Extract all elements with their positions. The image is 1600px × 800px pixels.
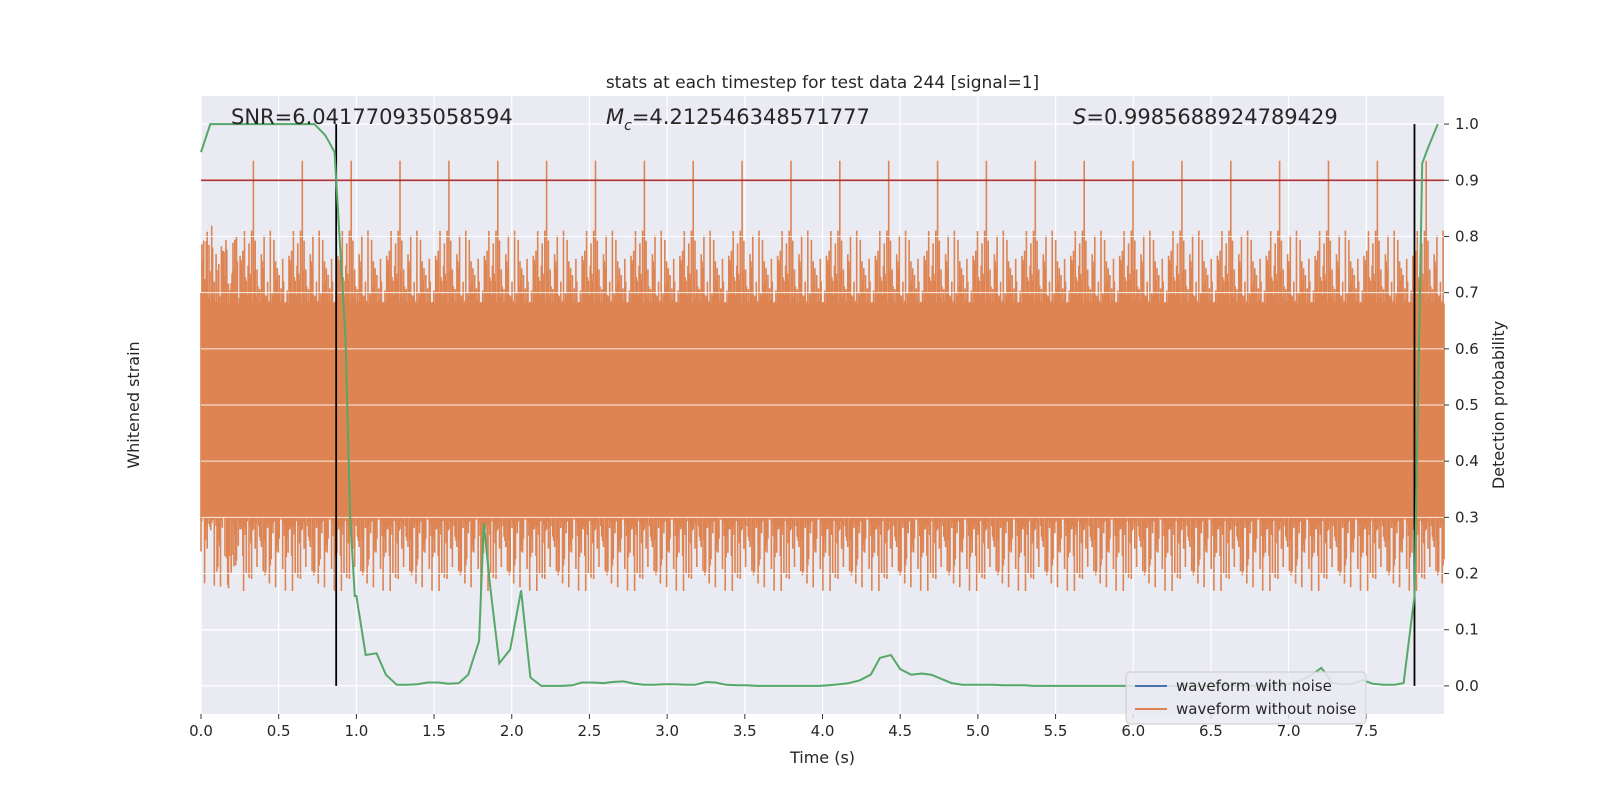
right-y-axis-label: Detection probability [1489, 321, 1508, 489]
x-tick-label: 5.5 [1044, 722, 1068, 740]
y-right-tick-label: 0.2 [1455, 565, 1479, 583]
snr-annotation: SNR=6.041770935058594 [231, 105, 513, 129]
legend: waveform with noise waveform without noi… [1125, 671, 1367, 725]
mc-symbol: M [606, 105, 624, 129]
x-tick-label: 7.5 [1354, 722, 1378, 740]
x-axis-label: Time (s) [789, 748, 855, 767]
y-right-tick-label: 0.9 [1455, 171, 1479, 189]
y-right-tick-label: 0.4 [1455, 452, 1479, 470]
x-tick-label: 1.0 [344, 722, 368, 740]
x-tick-label: 2.5 [578, 722, 602, 740]
legend-label-without-noise: waveform without noise [1176, 700, 1356, 718]
y-right-tick-label: 0.5 [1455, 396, 1479, 414]
axes-layer: 0.0 0.5 1.0 1.5 2.0 2.5 3.0 3.5 4.0 4.5 5.0 5.5 6.0 6… [189, 115, 1479, 740]
x-tick-label: 3.5 [733, 722, 757, 740]
s-value: =0.9985688924789429 [1086, 105, 1337, 129]
y-right-tick-label: 0.0 [1455, 677, 1479, 695]
x-tick-label: 7.0 [1277, 722, 1301, 740]
legend-label-with-noise: waveform with noise [1176, 677, 1332, 695]
x-tick-label: 2.0 [500, 722, 524, 740]
chart-title: stats at each timestep for test data 244… [606, 73, 1039, 93]
x-tick-label: 0.5 [267, 722, 291, 740]
snr-prefix: SNR= [231, 105, 292, 129]
y-right-tick-label: 0.8 [1455, 227, 1479, 245]
left-y-axis-label: Whitened strain [124, 341, 143, 468]
x-tick-label: 4.5 [888, 722, 912, 740]
y-right-tick-label: 0.6 [1455, 340, 1479, 358]
x-tick-label: 6.5 [1199, 722, 1223, 740]
x-tick-label: 1.5 [422, 722, 446, 740]
x-tick-label: 6.0 [1121, 722, 1145, 740]
y-right-tick-label: 1.0 [1455, 115, 1479, 133]
chirp-mass-annotation: Mc=4.212546348571777 [606, 105, 870, 134]
legend-box [1125, 671, 1367, 725]
mc-value: =4.212546348571777 [632, 105, 870, 129]
y-right-tick-label: 0.3 [1455, 508, 1479, 526]
score-annotation: S=0.9985688924789429 [1073, 105, 1338, 129]
noise-waveform [200, 123, 1445, 687]
mc-subscript: c [624, 118, 632, 134]
y-right-tick-label: 0.1 [1455, 621, 1479, 639]
snr-value: 6.041770935058594 [292, 105, 512, 129]
x-tick-label: 5.0 [966, 722, 990, 740]
x-tick-label: 0.0 [189, 722, 213, 740]
y-right-tick-label: 0.7 [1455, 284, 1479, 302]
noise-core [201, 337, 1444, 484]
s-symbol: S [1073, 105, 1086, 129]
x-tick-label: 4.0 [811, 722, 835, 740]
x-tick-label: 3.0 [655, 722, 679, 740]
